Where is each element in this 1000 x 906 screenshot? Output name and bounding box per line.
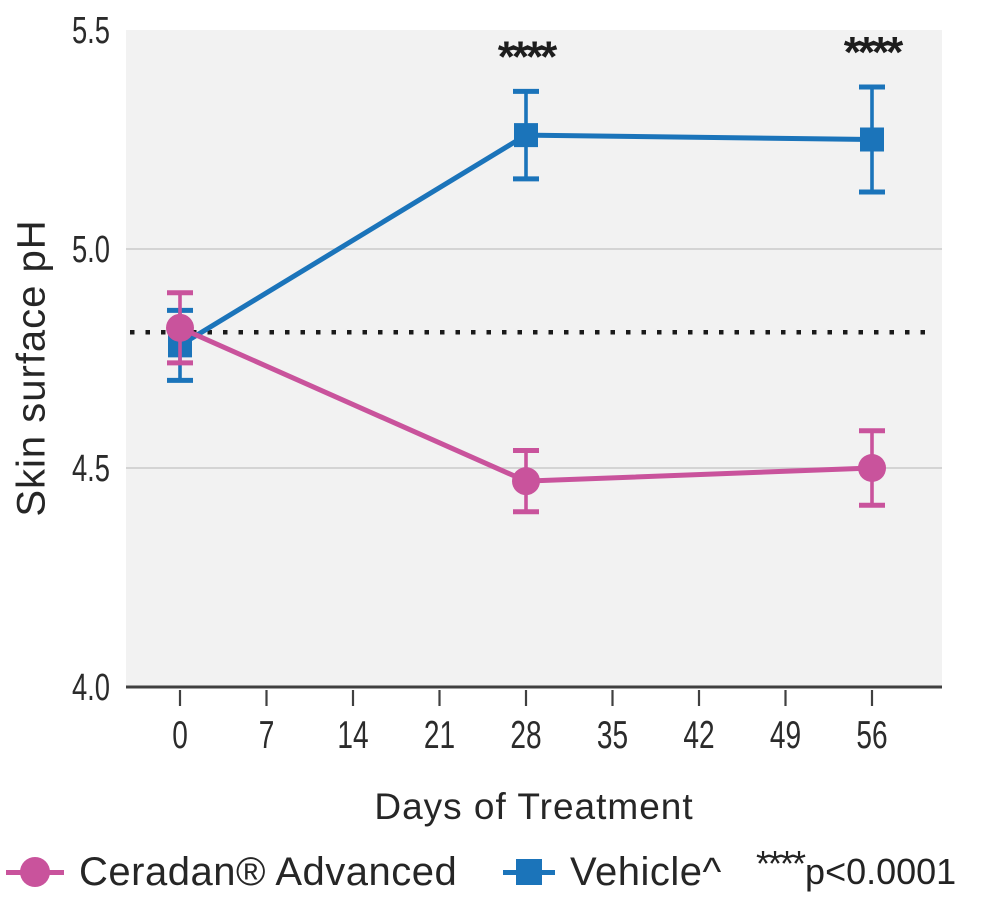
x-tick-label: 7 <box>259 714 275 758</box>
y-tick-label: 4.0 <box>72 667 110 709</box>
x-tick-label: 42 <box>683 714 714 758</box>
ceradan-circle-marker-icon <box>6 855 64 889</box>
x-tick-label: 56 <box>856 714 887 758</box>
square-marker-icon <box>516 859 542 885</box>
square-marker <box>860 127 884 152</box>
circle-marker <box>858 454 886 482</box>
significance-stars: **** <box>756 843 806 884</box>
y-axis-title: Skin surface pH <box>9 219 54 517</box>
x-tick-label: 21 <box>424 714 455 758</box>
significance-marker: **** <box>498 32 558 81</box>
legend-item-vehicle: Vehicle^ <box>503 842 722 902</box>
x-tick-label: 28 <box>510 714 541 758</box>
vehicle-square-marker-icon <box>503 855 555 889</box>
legend-item-ceradan: Ceradan® Advanced <box>6 842 457 902</box>
x-tick-label: 49 <box>770 714 801 758</box>
circle-marker <box>512 467 540 496</box>
circle-marker-icon <box>20 857 50 887</box>
plot-area: 4.0 4.5 5.0 5.5 0 7 14 21 28 35 42 49 56 **** **** <box>72 10 942 758</box>
circle-marker <box>166 313 194 342</box>
legend: Ceradan® Advanced Vehicle^ **** p<0.0001 <box>0 842 1000 902</box>
x-tick-label: 14 <box>337 714 368 758</box>
x-axis-title: Days of Treatment <box>374 786 694 827</box>
x-tick-label: 0 <box>172 714 188 758</box>
legend-label-ceradan: Ceradan® Advanced <box>79 849 458 894</box>
y-tick-label: 5.5 <box>72 10 110 52</box>
y-tick-label: 4.5 <box>72 448 110 490</box>
square-marker <box>514 123 538 148</box>
significance-marker: **** <box>844 28 904 77</box>
significance-note: **** p<0.0001 <box>756 842 956 902</box>
y-tick-label: 5.0 <box>72 229 110 271</box>
legend-label-vehicle: Vehicle^ <box>570 849 722 894</box>
significance-text: p<0.0001 <box>805 851 957 892</box>
x-tick-label: 35 <box>597 714 628 758</box>
